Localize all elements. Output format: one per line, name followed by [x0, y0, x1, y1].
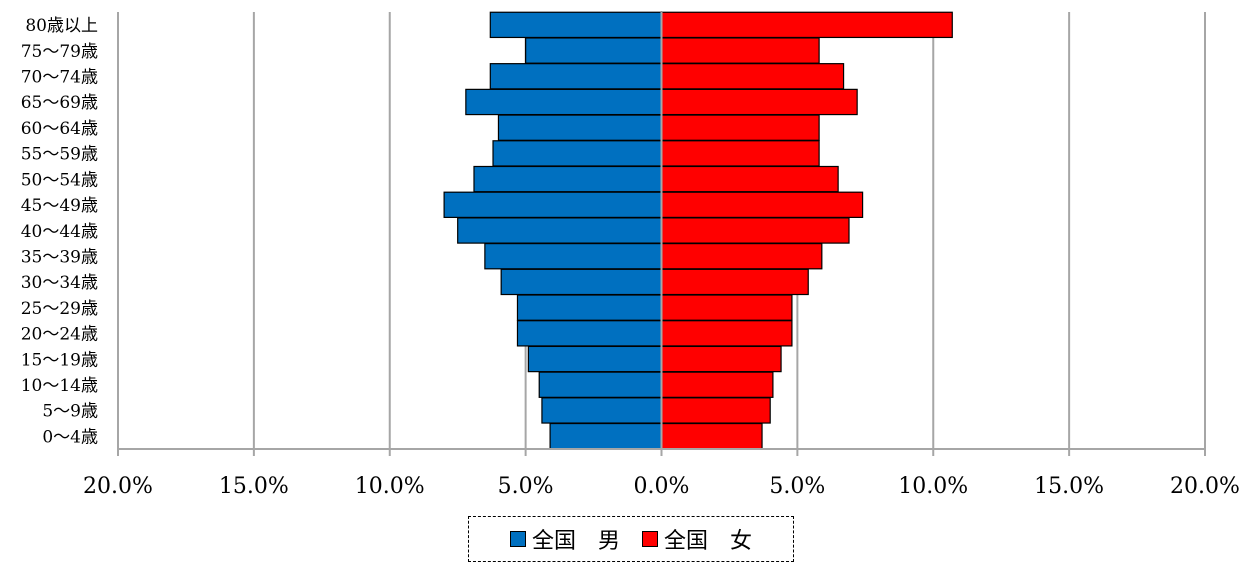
- category-label: 35～39歳: [21, 247, 98, 267]
- bar-male: [541, 397, 663, 424]
- category-label: 45～49歳: [21, 196, 98, 216]
- legend-item-female: 全国 女: [642, 523, 752, 555]
- x-tick-label: 20.0%: [1170, 474, 1240, 499]
- bar-female: [660, 371, 774, 398]
- bar-male: [457, 217, 663, 244]
- category-label: 55～59歳: [21, 145, 98, 165]
- bar-female: [660, 140, 820, 167]
- legend-item-male: 全国 男: [509, 523, 620, 555]
- bar-male: [489, 11, 663, 39]
- x-tick-label: 5.0%: [498, 474, 554, 499]
- bar-male: [473, 165, 663, 193]
- bar-female: [660, 320, 793, 347]
- legend-swatch-female: [642, 531, 658, 547]
- category-label: 50～54歳: [21, 170, 98, 190]
- bar-male: [484, 243, 663, 270]
- category-label: 15～19歳: [21, 350, 98, 370]
- bar-female: [660, 397, 771, 424]
- bar-female: [660, 63, 845, 90]
- bar-male: [549, 422, 663, 450]
- bar-male: [492, 140, 663, 167]
- bar-male: [497, 114, 663, 141]
- chart-legend: 全国 男 全国 女: [468, 516, 794, 562]
- bar-female: [660, 294, 793, 321]
- bar-female: [660, 114, 820, 141]
- category-label: 40～44歳: [21, 222, 98, 242]
- bar-male: [525, 37, 663, 64]
- bar-female: [660, 88, 858, 116]
- bar-female: [660, 217, 850, 244]
- x-tick-label: 15.0%: [219, 474, 289, 499]
- category-label: 25～29歳: [21, 299, 98, 319]
- x-tick-label: 5.0%: [769, 474, 825, 499]
- bar-male: [538, 371, 663, 398]
- category-label: 20～24歳: [21, 325, 98, 345]
- legend-label-male: 全国 男: [531, 529, 620, 554]
- bar-male: [465, 88, 663, 116]
- x-tick-label: 0.0%: [634, 474, 690, 499]
- category-label: 65～69歳: [21, 93, 98, 113]
- category-label: 70～74歳: [21, 68, 98, 88]
- category-label: 30～34歳: [21, 273, 98, 293]
- bar-female: [660, 191, 864, 218]
- bar-male: [500, 268, 663, 296]
- x-tick-label: 20.0%: [83, 474, 153, 499]
- bar-female: [660, 243, 823, 270]
- x-tick-label: 10.0%: [898, 474, 968, 499]
- category-label: 60～64歳: [21, 119, 98, 139]
- category-label: 0～4歳: [42, 427, 98, 447]
- bar-female: [660, 165, 839, 193]
- x-tick-label: 15.0%: [1034, 474, 1104, 499]
- category-label: 75～79歳: [21, 42, 98, 62]
- legend-swatch-male: [509, 531, 526, 547]
- bar-female: [660, 37, 820, 64]
- bar-female: [660, 422, 763, 450]
- bar-male: [516, 320, 663, 347]
- bar-female: [660, 268, 809, 296]
- bar-male: [443, 191, 663, 218]
- bar-male: [516, 294, 663, 321]
- bar-female: [660, 11, 953, 39]
- category-label: 5～9歳: [42, 402, 98, 422]
- x-tick-label: 10.0%: [355, 474, 425, 499]
- bar-male: [527, 345, 663, 373]
- legend-label-female: 全国 女: [664, 529, 753, 554]
- bar-male: [489, 63, 663, 90]
- bar-female: [660, 345, 782, 373]
- category-label: 80歳以上: [25, 16, 98, 36]
- category-label: 10～14歳: [21, 376, 98, 396]
